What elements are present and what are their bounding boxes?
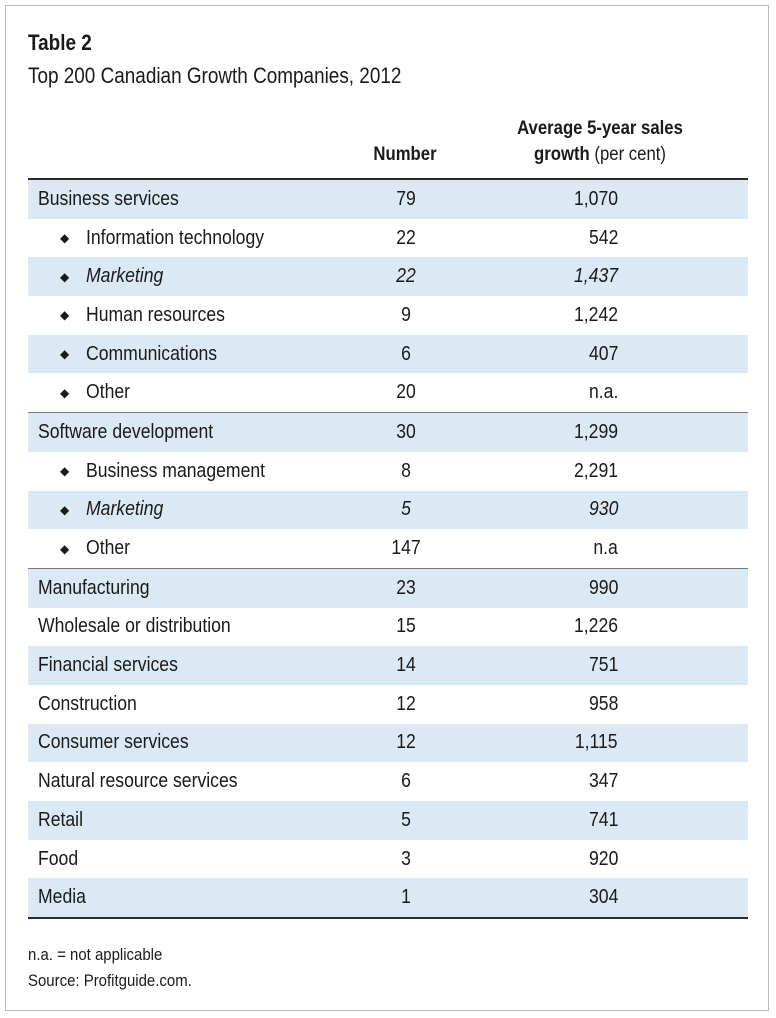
table-row: ◆ Marketing 5 930 (28, 490, 748, 530)
bullet-icon: ◆ (60, 541, 70, 556)
row-number: 14 (396, 654, 416, 677)
row-number: 9 (401, 303, 411, 326)
table-top-rule (28, 178, 748, 180)
table-title: Table 2 (28, 30, 92, 55)
table-row: ◆ Marketing 22 1,437 (28, 257, 748, 297)
row-growth: 1,115 (575, 731, 618, 754)
row-growth: 1,242 (573, 303, 618, 326)
table-row: Wholesale or distribution 15 1,226 (28, 608, 748, 647)
row-number: 5 (401, 498, 411, 521)
table-row: Retail 5 741 (28, 801, 748, 840)
row-number: 12 (396, 731, 416, 754)
row-number: 5 (401, 808, 411, 831)
table-row: Construction 12 958 (28, 685, 748, 724)
table-notes: n.a. = not applicable Source: Profitguid… (28, 942, 192, 994)
row-number: 30 (396, 420, 416, 443)
row-label: Construction (38, 692, 137, 715)
row-label: Marketing (86, 498, 164, 521)
table-row: Financial services 14 751 (28, 646, 748, 685)
bullet-icon: ◆ (60, 464, 70, 479)
row-number: 20 (396, 381, 416, 404)
row-label: Media (38, 886, 86, 909)
row-growth: n.a. (588, 381, 618, 404)
bullet-icon: ◆ (60, 502, 70, 517)
row-number: 12 (396, 692, 416, 715)
row-growth: 1,299 (573, 420, 618, 443)
row-growth: 407 (588, 342, 618, 365)
row-number: 79 (396, 187, 416, 210)
row-number: 23 (396, 576, 416, 599)
row-label: Natural resource services (38, 770, 238, 793)
row-label: Marketing (86, 265, 164, 288)
table-row: Consumer services 12 1,115 (28, 723, 748, 763)
table-row: Natural resource services 6 347 (28, 762, 748, 801)
column-header-number: Number (373, 144, 437, 165)
row-growth: 1,070 (573, 187, 618, 210)
row-label: Human resources (86, 303, 225, 326)
row-label: Consumer services (38, 731, 189, 754)
table-subtitle: Top 200 Canadian Growth Companies, 2012 (28, 63, 402, 88)
table-body: Business services 79 1,070 ◆ Information tec… (28, 180, 748, 918)
row-label: Retail (38, 808, 84, 831)
bullet-icon: ◆ (60, 231, 70, 246)
row-label: Food (38, 847, 79, 870)
row-label: Wholesale or distribution (38, 615, 231, 638)
row-label: Business management (86, 459, 266, 482)
table-row: ◆ Business management 8 2,291 (28, 452, 748, 491)
table-row: ◆ Human resources 9 1,242 (28, 296, 748, 335)
row-growth: 304 (588, 886, 618, 909)
row-label: Business services (38, 187, 179, 210)
row-label: Manufacturing (38, 576, 150, 599)
row-growth: 542 (588, 226, 618, 249)
row-number: 22 (396, 265, 416, 288)
row-growth: 741 (588, 808, 618, 831)
row-growth: 920 (588, 847, 618, 870)
row-label: Other (86, 537, 131, 560)
row-growth: 1,226 (573, 615, 618, 638)
table-row: Business services 79 1,070 (28, 180, 748, 219)
row-growth: 990 (588, 576, 618, 599)
table-bottom-rule (28, 917, 748, 920)
row-growth: n.a (593, 537, 618, 560)
row-label: Other (86, 381, 131, 404)
bullet-icon: ◆ (60, 308, 70, 323)
row-number: 1 (401, 886, 411, 909)
row-growth: 1,437 (573, 265, 618, 288)
table-row: Software development 30 1,299 (28, 412, 748, 452)
bullet-icon: ◆ (60, 385, 70, 400)
row-number: 15 (396, 615, 416, 638)
table-row: Media 1 304 (28, 878, 748, 918)
row-number: 8 (401, 459, 411, 482)
table-frame (5, 5, 769, 1011)
row-number: 147 (391, 537, 421, 560)
row-growth: 751 (588, 654, 618, 677)
row-number: 22 (396, 226, 416, 249)
column-header-growth-bold: growth (534, 144, 590, 165)
row-growth: 958 (588, 692, 618, 715)
table-row: ◆ Other 147 n.a (28, 529, 748, 568)
table-row: Food 3 920 (28, 840, 748, 879)
row-label: Financial services (38, 654, 178, 677)
column-header-growth-unit: (per cent) (594, 144, 666, 165)
table-row: ◆ Communications 6 407 (28, 334, 748, 374)
column-header-growth: Average 5-year sales growth (per cent) (486, 116, 715, 168)
table-row: ◆ Information technology 22 542 (28, 219, 748, 258)
table-row: ◆ Other 20 n.a. (28, 373, 748, 412)
row-label: Communications (86, 342, 218, 365)
row-number: 3 (401, 847, 411, 870)
row-number: 6 (401, 770, 411, 793)
note-source: Source: Profitguide.com. (28, 971, 192, 990)
bullet-icon: ◆ (60, 269, 70, 284)
bullet-icon: ◆ (60, 347, 70, 362)
data-table: Business services 79 1,070 ◆ Information tec… (28, 178, 748, 920)
table-row: Manufacturing 23 990 (28, 567, 748, 608)
row-label: Information technology (86, 226, 265, 249)
column-header-growth-line1: Average 5-year sales (517, 118, 683, 139)
row-label: Software development (38, 420, 214, 443)
row-growth: 930 (588, 498, 618, 521)
row-growth: 347 (588, 770, 618, 793)
row-number: 6 (401, 342, 411, 365)
note-na: n.a. = not applicable (28, 945, 163, 964)
row-growth: 2,291 (573, 459, 618, 482)
